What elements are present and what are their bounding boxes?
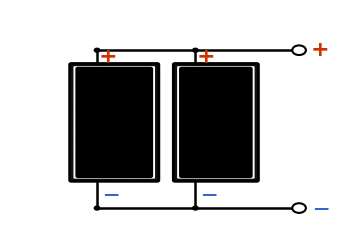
FancyBboxPatch shape: [231, 67, 253, 87]
FancyBboxPatch shape: [214, 103, 235, 124]
FancyBboxPatch shape: [94, 139, 116, 160]
FancyBboxPatch shape: [112, 67, 134, 87]
FancyBboxPatch shape: [112, 157, 134, 178]
FancyBboxPatch shape: [131, 85, 153, 106]
Circle shape: [292, 46, 306, 55]
FancyBboxPatch shape: [196, 121, 218, 142]
FancyBboxPatch shape: [231, 103, 253, 124]
FancyBboxPatch shape: [94, 121, 116, 142]
FancyBboxPatch shape: [75, 121, 98, 142]
FancyBboxPatch shape: [231, 85, 253, 106]
Text: +: +: [99, 48, 117, 68]
FancyBboxPatch shape: [131, 157, 153, 178]
FancyBboxPatch shape: [94, 85, 116, 106]
Text: +: +: [197, 48, 216, 68]
FancyBboxPatch shape: [75, 67, 98, 87]
FancyBboxPatch shape: [75, 103, 98, 124]
FancyBboxPatch shape: [196, 157, 218, 178]
FancyBboxPatch shape: [214, 139, 235, 160]
FancyBboxPatch shape: [94, 103, 116, 124]
FancyBboxPatch shape: [196, 103, 218, 124]
FancyBboxPatch shape: [131, 139, 153, 160]
FancyBboxPatch shape: [214, 157, 235, 178]
FancyBboxPatch shape: [177, 66, 254, 178]
FancyBboxPatch shape: [112, 103, 134, 124]
Text: —: —: [313, 200, 328, 216]
Circle shape: [94, 206, 100, 210]
FancyBboxPatch shape: [75, 139, 98, 160]
FancyBboxPatch shape: [179, 139, 200, 160]
FancyBboxPatch shape: [94, 157, 116, 178]
FancyBboxPatch shape: [179, 67, 200, 87]
Text: +: +: [310, 40, 329, 60]
FancyBboxPatch shape: [196, 85, 218, 106]
FancyBboxPatch shape: [231, 121, 253, 142]
Text: —: —: [103, 186, 118, 202]
FancyBboxPatch shape: [214, 121, 235, 142]
FancyBboxPatch shape: [70, 64, 159, 181]
FancyBboxPatch shape: [214, 85, 235, 106]
FancyBboxPatch shape: [173, 64, 258, 181]
Circle shape: [292, 203, 306, 213]
FancyBboxPatch shape: [231, 157, 253, 178]
FancyBboxPatch shape: [112, 139, 134, 160]
FancyBboxPatch shape: [214, 67, 235, 87]
FancyBboxPatch shape: [112, 85, 134, 106]
FancyBboxPatch shape: [75, 85, 98, 106]
FancyBboxPatch shape: [112, 121, 134, 142]
FancyBboxPatch shape: [179, 103, 200, 124]
FancyBboxPatch shape: [131, 67, 153, 87]
FancyBboxPatch shape: [131, 121, 153, 142]
FancyBboxPatch shape: [196, 139, 218, 160]
FancyBboxPatch shape: [94, 67, 116, 87]
FancyBboxPatch shape: [74, 66, 155, 178]
FancyBboxPatch shape: [131, 103, 153, 124]
Circle shape: [193, 206, 198, 210]
FancyBboxPatch shape: [179, 157, 200, 178]
FancyBboxPatch shape: [179, 121, 200, 142]
Text: —: —: [201, 186, 217, 202]
Circle shape: [94, 48, 100, 52]
FancyBboxPatch shape: [231, 139, 253, 160]
FancyBboxPatch shape: [75, 157, 98, 178]
FancyBboxPatch shape: [196, 67, 218, 87]
Circle shape: [193, 48, 198, 52]
FancyBboxPatch shape: [179, 85, 200, 106]
